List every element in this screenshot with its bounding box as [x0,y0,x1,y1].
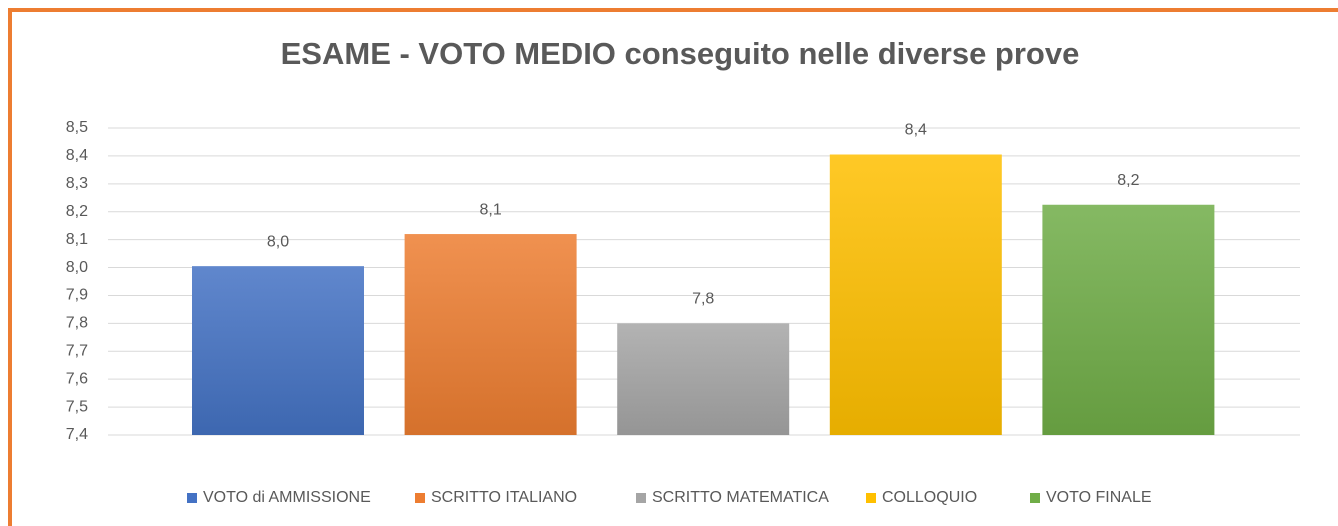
data-label: 8,0 [267,233,289,250]
data-label: 8,2 [1117,172,1139,189]
legend-swatch [636,493,646,503]
y-tick-label: 8,0 [66,259,88,276]
y-tick-label: 7,6 [66,370,88,387]
chart-title: ESAME - VOTO MEDIO conseguito nelle dive… [281,36,1080,71]
y-tick-label: 8,3 [66,175,88,192]
y-tick-label: 7,7 [66,342,88,359]
legend-swatch [866,493,876,503]
bar [192,266,364,435]
y-tick-label: 8,2 [66,203,88,220]
data-label: 7,8 [692,291,714,308]
data-label: 8,1 [479,201,501,218]
legend-label: COLLOQUIO [882,489,977,506]
y-tick-label: 7,9 [66,287,88,304]
legend-swatch [415,493,425,503]
legend-label: VOTO FINALE [1046,489,1152,506]
y-tick-label: 7,8 [66,315,88,332]
bar [829,154,1002,435]
y-tick-label: 8,4 [66,147,88,164]
bar [404,234,577,435]
legend-label: SCRITTO MATEMATICA [652,489,829,506]
legend-label: VOTO di AMMISSIONE [203,489,371,506]
legend-swatch [187,493,197,503]
y-tick-label: 8,1 [66,231,88,248]
bar [617,323,790,435]
legend-swatch [1030,493,1040,503]
legend-label: SCRITTO ITALIANO [431,489,577,506]
data-label: 8,4 [905,122,927,139]
y-tick-label: 7,4 [66,426,88,443]
bar [1042,204,1215,435]
y-tick-label: 8,5 [66,119,88,136]
frame [8,8,1338,526]
y-tick-label: 7,5 [66,398,88,415]
